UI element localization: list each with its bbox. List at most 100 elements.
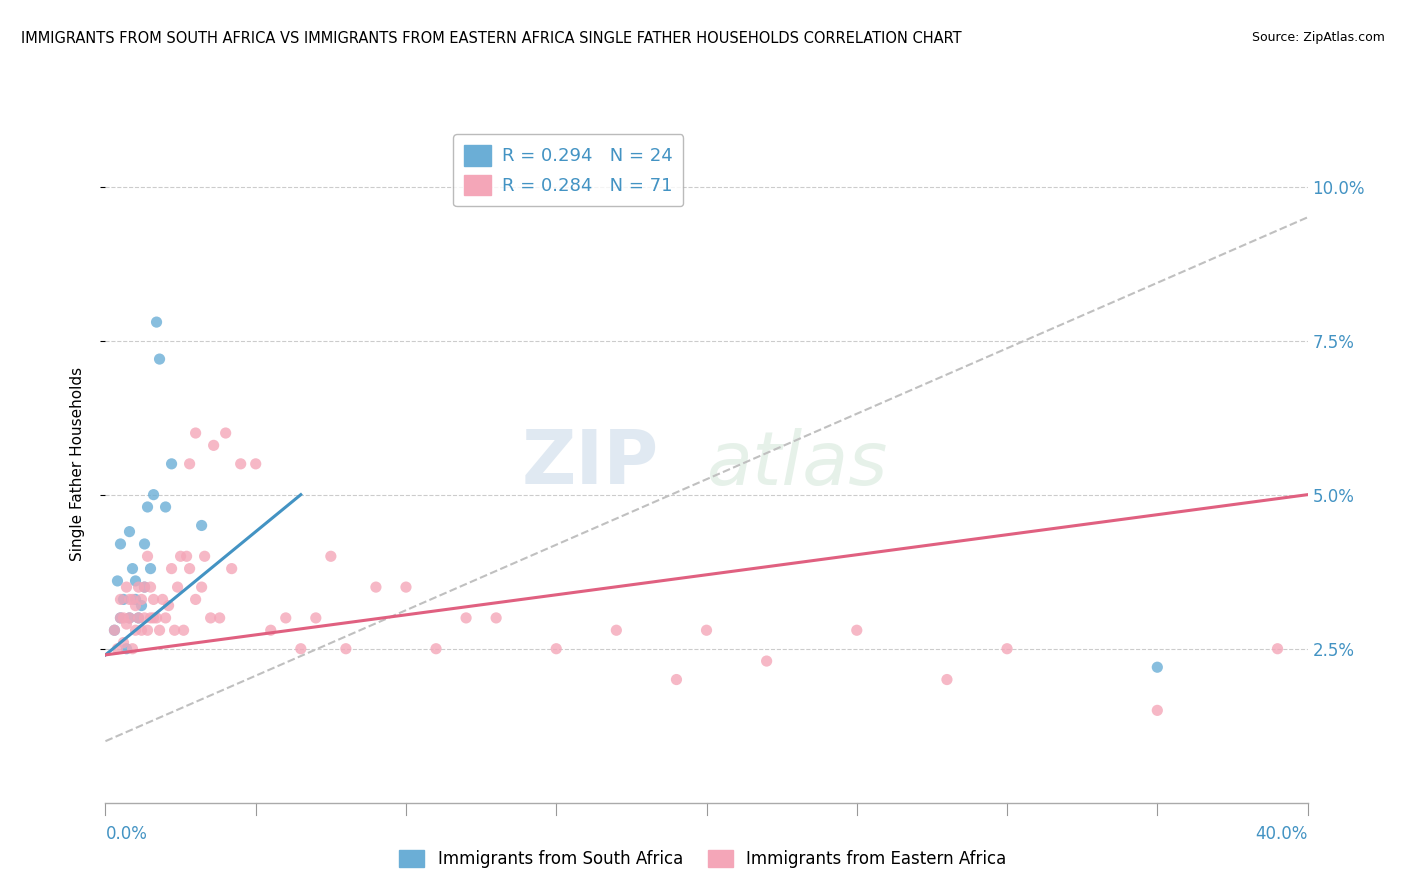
Point [290, 641, 312, 656]
Point [305, 611, 328, 625]
Point [202, 438, 225, 452]
Point [136, 624, 159, 638]
Point [134, 580, 156, 594]
Point [139, 611, 162, 625]
Point [995, 641, 1018, 656]
Point [124, 592, 146, 607]
Point [173, 624, 195, 638]
Point [121, 561, 143, 575]
Point [194, 549, 217, 564]
Point [169, 549, 191, 564]
Point [160, 457, 183, 471]
Point [190, 580, 212, 594]
Point [124, 599, 146, 613]
Y-axis label: Single Father Households: Single Father Households [70, 367, 84, 561]
Point [755, 654, 778, 668]
Point [107, 641, 129, 656]
Point [145, 611, 167, 625]
Point [131, 624, 153, 638]
Point [179, 457, 201, 471]
Text: IMMIGRANTS FROM SOUTH AFRICA VS IMMIGRANTS FROM EASTERN AFRICA SINGLE FATHER HOU: IMMIGRANTS FROM SOUTH AFRICA VS IMMIGRAN… [21, 31, 962, 46]
Point [274, 611, 297, 625]
Point [605, 624, 627, 638]
Legend: Immigrants from South Africa, Immigrants from Eastern Africa: Immigrants from South Africa, Immigrants… [392, 843, 1014, 875]
Point [229, 457, 252, 471]
Point [124, 574, 146, 588]
Point [121, 641, 143, 656]
Point [115, 580, 138, 594]
Point [1146, 660, 1168, 674]
Point [128, 580, 150, 594]
Point [166, 580, 188, 594]
Text: 40.0%: 40.0% [1256, 825, 1308, 843]
Point [364, 580, 387, 594]
Point [103, 624, 125, 638]
Point [845, 624, 868, 638]
Point [110, 611, 132, 625]
Point [142, 592, 165, 607]
Point [1146, 703, 1168, 717]
Point [176, 549, 198, 564]
Text: atlas: atlas [707, 428, 889, 500]
Point [200, 611, 222, 625]
Point [136, 549, 159, 564]
Point [665, 673, 688, 687]
Point [335, 641, 357, 656]
Point [696, 624, 718, 638]
Point [163, 624, 186, 638]
Point [145, 315, 167, 329]
Point [184, 425, 207, 440]
Point [454, 611, 477, 625]
Point [118, 611, 141, 625]
Point [139, 580, 162, 594]
Point [110, 611, 132, 625]
Point [131, 592, 153, 607]
Point [260, 624, 283, 638]
Point [112, 635, 135, 649]
Point [546, 641, 568, 656]
Point [139, 561, 162, 575]
Point [142, 488, 165, 502]
Text: Source: ZipAtlas.com: Source: ZipAtlas.com [1251, 31, 1385, 45]
Point [1267, 641, 1289, 656]
Point [190, 518, 212, 533]
Point [148, 624, 170, 638]
Point [134, 537, 156, 551]
Point [425, 641, 447, 656]
Point [103, 624, 125, 638]
Point [179, 561, 201, 575]
Point [160, 561, 183, 575]
Point [245, 457, 267, 471]
Point [118, 592, 141, 607]
Point [115, 641, 138, 656]
Point [485, 611, 508, 625]
Point [142, 611, 165, 625]
Point [155, 500, 177, 514]
Point [124, 624, 146, 638]
Text: ZIP: ZIP [522, 427, 658, 500]
Point [319, 549, 342, 564]
Point [208, 611, 231, 625]
Point [134, 611, 156, 625]
Point [155, 611, 177, 625]
Point [148, 352, 170, 367]
Point [107, 574, 129, 588]
Point [157, 599, 180, 613]
Point [110, 537, 132, 551]
Point [128, 611, 150, 625]
Point [152, 592, 174, 607]
Point [118, 611, 141, 625]
Point [128, 611, 150, 625]
Point [110, 592, 132, 607]
Point [131, 599, 153, 613]
Point [115, 617, 138, 632]
Legend: R = 0.294   N = 24, R = 0.284   N = 71: R = 0.294 N = 24, R = 0.284 N = 71 [453, 134, 683, 206]
Point [395, 580, 418, 594]
Point [221, 561, 243, 575]
Point [134, 580, 156, 594]
Point [136, 500, 159, 514]
Text: 0.0%: 0.0% [105, 825, 148, 843]
Point [214, 425, 236, 440]
Point [112, 611, 135, 625]
Point [118, 524, 141, 539]
